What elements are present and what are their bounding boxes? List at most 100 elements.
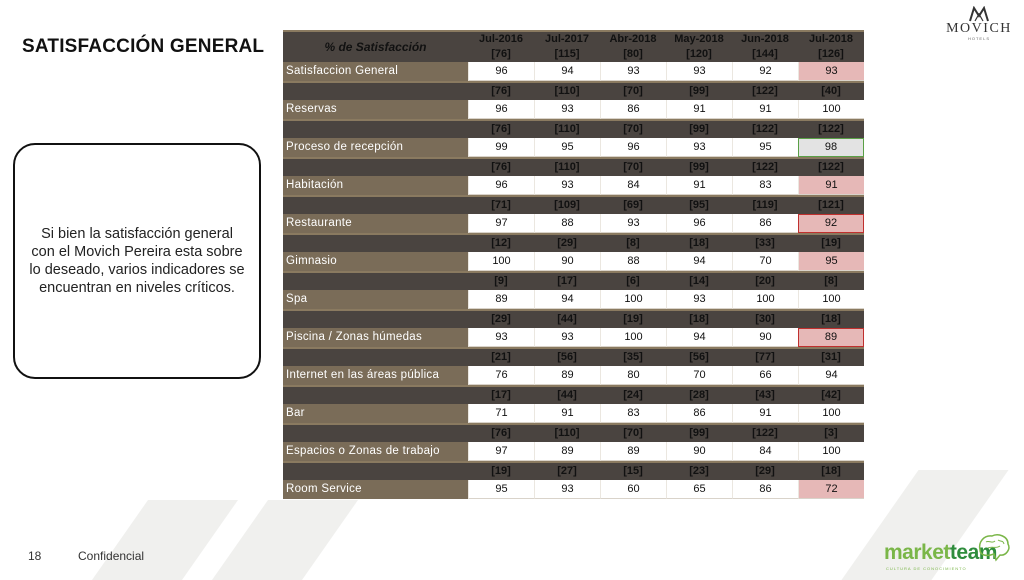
sample-count-cell: [119] xyxy=(732,195,798,214)
sample-count-cell: [33] xyxy=(732,233,798,252)
sample-count-cell: [110] xyxy=(534,119,600,138)
sample-count-cell: [42] xyxy=(798,385,864,404)
sample-count-cell: [122] xyxy=(732,157,798,176)
value-cell: 80 xyxy=(600,366,666,385)
row-label: Espacios o Zonas de trabajo xyxy=(283,442,468,461)
period-header-5: Jul-2018 [126] xyxy=(798,30,864,62)
row-label: Room Service xyxy=(283,480,468,499)
table-row: Piscina / Zonas húmedas 93 93 100 94 90 89 xyxy=(283,328,864,347)
sample-count-cell: [21] xyxy=(468,347,534,366)
value-cell: 60 xyxy=(600,480,666,499)
value-cell: 100 xyxy=(798,404,864,423)
sample-count-cell: [23] xyxy=(666,461,732,480)
value-cell: 95 xyxy=(534,138,600,157)
sample-count-cell: [122] xyxy=(798,157,864,176)
value-cell: 91 xyxy=(732,100,798,119)
value-cell: 93 xyxy=(600,214,666,233)
row-label: Proceso de recepción xyxy=(283,138,468,157)
value-cell: 94 xyxy=(666,328,732,347)
period-date: Jul-2017 xyxy=(544,33,590,45)
value-cell: 93 xyxy=(534,328,600,347)
period-sample: [144] xyxy=(752,48,778,60)
period-header-1: Jul-2017 [115] xyxy=(534,30,600,62)
row-label: Spa xyxy=(283,290,468,309)
sample-count-cell: [18] xyxy=(666,309,732,328)
value-cell: 95 xyxy=(798,252,864,271)
value-cell: 94 xyxy=(798,366,864,385)
value-cell: 92 xyxy=(798,214,864,233)
sample-count-row: [19] [27] [15] [23] [29] [18] xyxy=(283,461,864,480)
value-cell: 89 xyxy=(798,328,864,347)
value-cell: 91 xyxy=(732,404,798,423)
sample-count-row: [76] [110] [70] [99] [122] [122] xyxy=(283,119,864,138)
value-cell: 84 xyxy=(600,176,666,195)
movich-m-icon xyxy=(969,6,989,22)
sample-count-cell: [3] xyxy=(798,423,864,442)
marketteam-tagline: CULTURA DE CONOCIMIENTO xyxy=(886,566,967,571)
sample-count-cell: [28] xyxy=(666,385,732,404)
sample-count-cell: [29] xyxy=(732,461,798,480)
sample-count-cell: [12] xyxy=(468,233,534,252)
sample-count-cell: [122] xyxy=(732,81,798,100)
sample-count-row: [9] [17] [6] [14] [20] [8] xyxy=(283,271,864,290)
period-date: Jun-2018 xyxy=(741,33,789,45)
row-label: Habitación xyxy=(283,176,468,195)
period-header-0: Jul-2016 [76] xyxy=(468,30,534,62)
row-label: Satisfaccion General xyxy=(283,62,468,81)
sample-count-cell: [122] xyxy=(798,119,864,138)
sample-count-cell: [70] xyxy=(600,423,666,442)
value-cell: 76 xyxy=(468,366,534,385)
value-cell: 100 xyxy=(468,252,534,271)
marketteam-wordmark: marketteam xyxy=(884,541,997,565)
sample-count-cell: [110] xyxy=(534,157,600,176)
sample-count-spacer xyxy=(283,347,468,366)
table-row: Satisfaccion General 96 94 93 93 92 93 xyxy=(283,62,864,81)
sample-count-spacer xyxy=(283,81,468,100)
period-date: Jul-2016 xyxy=(478,33,524,45)
row-label: Internet en las áreas pública xyxy=(283,366,468,385)
value-cell: 91 xyxy=(798,176,864,195)
sample-count-cell: [69] xyxy=(600,195,666,214)
value-cell: 93 xyxy=(600,62,666,81)
sample-count-cell: [29] xyxy=(468,309,534,328)
page-number: 18 xyxy=(28,549,42,563)
sample-count-cell: [19] xyxy=(798,233,864,252)
value-cell: 90 xyxy=(666,442,732,461)
marketteam-logo: marketteam CULTURA DE CONOCIMIENTO xyxy=(884,530,1014,572)
value-cell: 95 xyxy=(468,480,534,499)
row-label: Restaurante xyxy=(283,214,468,233)
value-cell: 91 xyxy=(534,404,600,423)
table-row: Reservas 96 93 86 91 91 100 xyxy=(283,100,864,119)
sample-count-spacer xyxy=(283,271,468,290)
sample-count-cell: [56] xyxy=(534,347,600,366)
value-cell: 100 xyxy=(600,328,666,347)
sample-count-cell: [110] xyxy=(534,81,600,100)
value-cell: 86 xyxy=(666,404,732,423)
table-row: Espacios o Zonas de trabajo 97 89 89 90 84 100 xyxy=(283,442,864,461)
period-sample: [76] xyxy=(491,48,511,60)
table-row: Proceso de recepción 99 95 96 93 95 98 xyxy=(283,138,864,157)
value-cell: 92 xyxy=(732,62,798,81)
sample-count-spacer xyxy=(283,233,468,252)
value-cell: 97 xyxy=(468,214,534,233)
sample-count-spacer xyxy=(283,461,468,480)
value-cell: 93 xyxy=(666,290,732,309)
sample-count-cell: [17] xyxy=(468,385,534,404)
value-cell: 93 xyxy=(468,328,534,347)
value-cell: 100 xyxy=(798,442,864,461)
sample-count-cell: [121] xyxy=(798,195,864,214)
table-row: Gimnasio 100 90 88 94 70 95 xyxy=(283,252,864,271)
value-cell: 93 xyxy=(666,62,732,81)
sample-count-row: [17] [44] [24] [28] [43] [42] xyxy=(283,385,864,404)
value-cell: 86 xyxy=(600,100,666,119)
sample-count-cell: [29] xyxy=(534,233,600,252)
header-label: % de Satisfacción xyxy=(283,30,468,62)
sample-count-cell: [99] xyxy=(666,81,732,100)
value-cell: 90 xyxy=(732,328,798,347)
brain-icon xyxy=(978,534,1010,562)
sample-count-cell: [40] xyxy=(798,81,864,100)
footer-label: Confidencial xyxy=(78,549,145,563)
sample-count-cell: [110] xyxy=(534,423,600,442)
period-sample: [126] xyxy=(818,48,844,60)
sample-count-cell: [122] xyxy=(732,423,798,442)
